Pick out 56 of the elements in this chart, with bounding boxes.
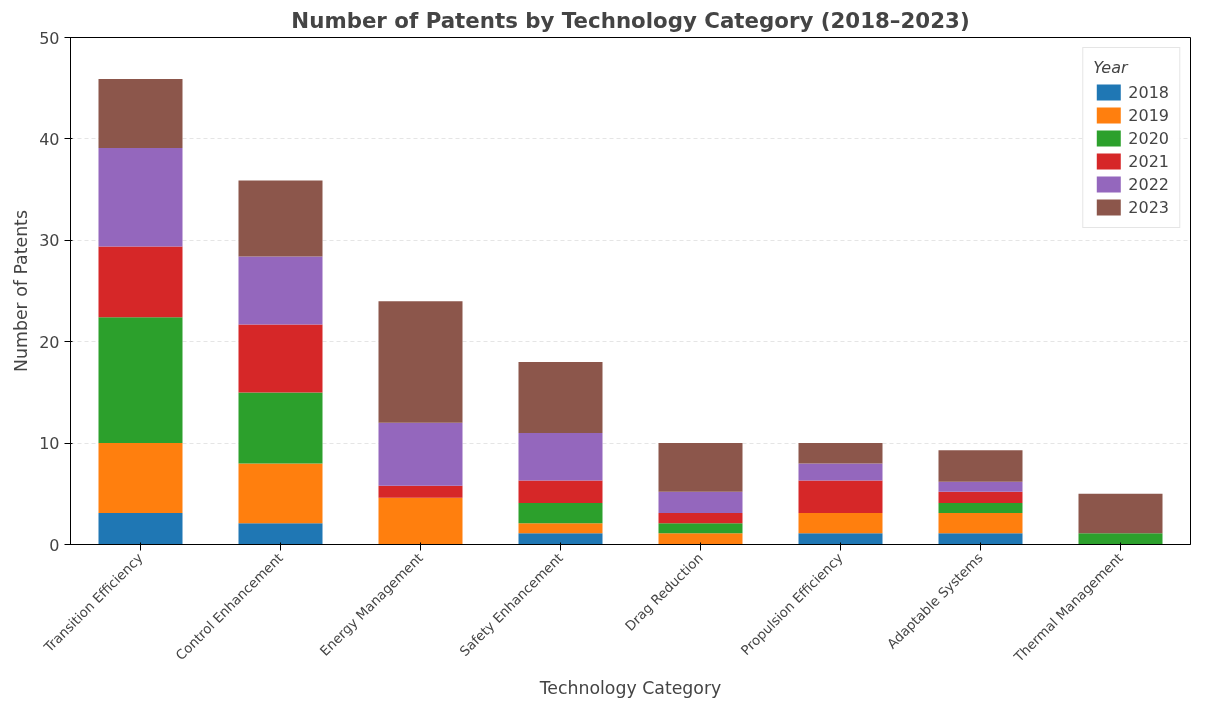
bar — [98, 246, 183, 318]
bar — [238, 523, 323, 545]
y-axis-title: Number of Patents — [11, 210, 32, 372]
bar — [98, 148, 183, 247]
bar — [658, 491, 743, 514]
bar — [238, 392, 323, 464]
bar — [518, 502, 603, 524]
bar — [98, 443, 183, 514]
bar — [938, 481, 1023, 492]
bar — [378, 485, 463, 498]
bar — [238, 324, 323, 393]
bar — [98, 79, 183, 149]
bar — [938, 533, 1023, 545]
legend-label: 2023 — [1128, 197, 1169, 217]
chart-title: Number of Patents by Technology Category (2018–2023) — [291, 7, 970, 33]
bar — [1078, 533, 1163, 545]
y-tick-label: 0 — [49, 535, 60, 555]
legend-label: 2021 — [1128, 151, 1169, 171]
bar — [518, 361, 603, 433]
x-axis-title: Technology Category — [538, 678, 722, 698]
bar — [518, 523, 603, 534]
bar — [518, 432, 603, 481]
bar — [938, 491, 1023, 503]
bar — [938, 513, 1023, 534]
legend-label: 2020 — [1128, 128, 1169, 148]
legend-label: 2022 — [1128, 174, 1169, 194]
bar — [938, 502, 1023, 514]
bar — [938, 450, 1023, 482]
bar — [238, 463, 323, 524]
bar — [518, 533, 603, 545]
bar — [1078, 493, 1163, 534]
legend-title: Year — [1093, 58, 1130, 77]
bar — [378, 301, 463, 423]
bar — [658, 533, 743, 545]
y-tick-label: 20 — [39, 332, 60, 352]
bar — [798, 513, 883, 534]
y-tick-label: 50 — [39, 28, 60, 48]
y-tick-label: 10 — [39, 434, 60, 454]
bar — [378, 422, 463, 486]
bar — [798, 533, 883, 545]
legend-label: 2019 — [1128, 105, 1169, 125]
y-tick-label: 40 — [39, 129, 60, 149]
bar — [798, 463, 883, 481]
legend-label: 2018 — [1128, 82, 1169, 102]
bar — [798, 480, 883, 514]
bar — [98, 513, 183, 545]
bar — [378, 497, 463, 545]
y-tick-label: 30 — [39, 231, 60, 251]
bar — [98, 317, 183, 444]
bar — [238, 256, 323, 325]
bar — [658, 443, 743, 492]
bar — [238, 180, 323, 257]
bar — [518, 480, 603, 503]
bar — [798, 443, 883, 464]
bar — [658, 513, 743, 524]
bar — [658, 523, 743, 534]
